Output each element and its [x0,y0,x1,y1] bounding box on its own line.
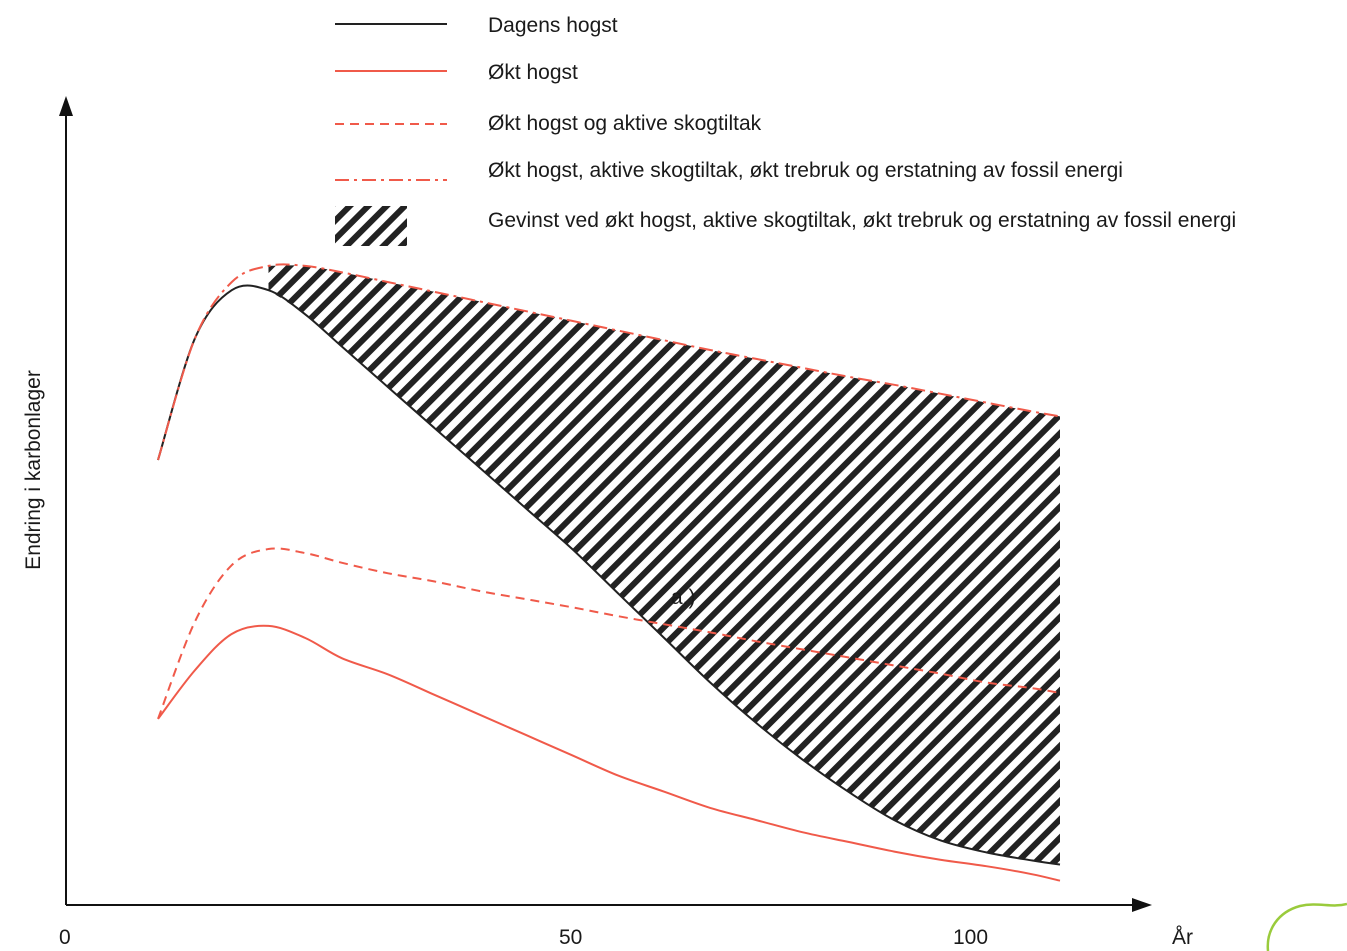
x-axis-arrow [1132,898,1152,912]
x-axis-label: År [1172,926,1193,949]
x-tick-label-50: 50 [559,926,582,949]
series-line-okt-hogst-aktive [157,547,1061,720]
legend: Dagens hogst Økt hogst Økt hogst og akti… [335,14,1236,246]
y-axis-arrow [59,96,73,116]
legend-label-dagens-hogst: Dagens hogst [488,14,618,37]
plot-area [157,263,1061,882]
y-axis-label: Endring i karbonlager [22,370,45,570]
x-tick-label-0: 0 [59,926,71,949]
legend-label-okt-hogst-aktive: Økt hogst og aktive skogtiltak [488,112,762,135]
axes: 0 50 100 År Endring i karbonlager [22,96,1193,949]
series-line-okt-hogst-fossil [157,263,1061,461]
gain-hatched-area [268,265,1060,865]
leaf-logo-icon [1266,902,1347,951]
annotation-a: a.) [671,586,696,609]
legend-swatch-gevinst-hatch [335,206,407,246]
series-line-dagens-hogst [157,284,1061,866]
series-line-okt-hogst [157,624,1061,882]
legend-label-gevinst: Gevinst ved økt hogst, aktive skogtiltak… [488,209,1236,232]
legend-label-okt-hogst-fossil: Økt hogst, aktive skogtiltak, økt trebru… [488,159,1123,182]
x-tick-label-100: 100 [953,926,988,949]
legend-label-okt-hogst: Økt hogst [488,61,578,84]
